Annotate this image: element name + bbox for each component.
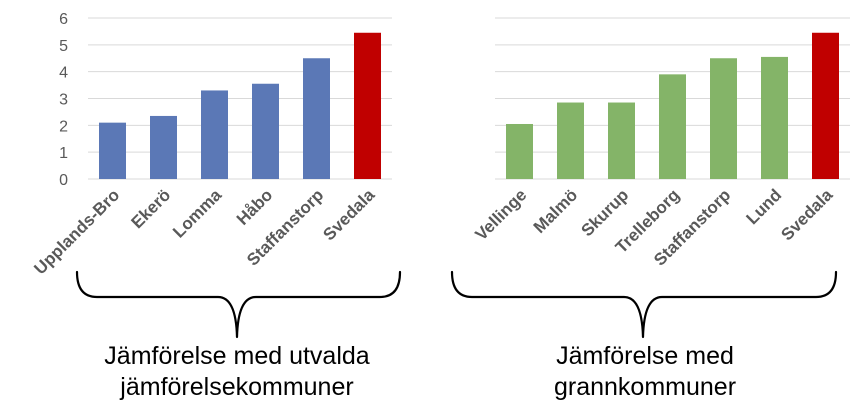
bar-malmö	[557, 102, 584, 179]
category-label: Vellinge	[471, 185, 530, 244]
bar-lund	[761, 56, 788, 179]
bar-lomma	[201, 90, 228, 179]
group-brace-right	[450, 270, 838, 339]
bar-skurup	[608, 102, 635, 179]
bar-svedala	[354, 32, 381, 180]
caption-left-line-2: jämförelsekommuner	[120, 373, 354, 401]
y-tick-label: 4	[59, 65, 68, 82]
group-brace-left	[75, 270, 402, 339]
caption-right-line-1: Jämförelse med	[556, 342, 734, 370]
bar-håbo	[252, 83, 279, 179]
category-label: Håbo	[233, 185, 276, 228]
y-tick-label: 6	[59, 11, 68, 28]
y-tick-label: 2	[59, 118, 68, 135]
category-label: Lomma	[169, 185, 226, 242]
bar-vellinge	[506, 123, 533, 179]
y-tick-label: 0	[59, 172, 68, 189]
bars	[99, 32, 839, 180]
bar-upplands-bro	[99, 122, 126, 179]
y-tick-label: 5	[59, 38, 68, 55]
category-label: Upplands-Bro	[30, 185, 123, 278]
category-label: Svedala	[777, 185, 836, 244]
bar-staffanstorp	[303, 58, 330, 179]
caption-left-line-1: Jämförelse med utvalda	[104, 342, 370, 370]
category-label: Ekerö	[127, 185, 174, 232]
category-label: Lund	[743, 185, 786, 228]
bar-ekerö	[150, 115, 177, 179]
caption-right-line-2: grannkommuner	[553, 373, 737, 401]
category-label: Svedala	[319, 185, 378, 244]
bar-svedala	[812, 32, 839, 180]
group-caption-right: Jämförelse med grannkommuner	[455, 341, 835, 403]
bar-trelleborg	[659, 74, 686, 179]
y-tick-label: 3	[59, 92, 68, 109]
bar-staffanstorp	[710, 58, 737, 179]
category-label: Malmö	[530, 185, 582, 237]
y-tick-label: 1	[59, 145, 68, 162]
y-axis-ticks: 0 1 2 3 4 5 6	[59, 11, 68, 189]
group-caption-left: Jämförelse med utvalda jämförelsekommune…	[40, 341, 434, 403]
